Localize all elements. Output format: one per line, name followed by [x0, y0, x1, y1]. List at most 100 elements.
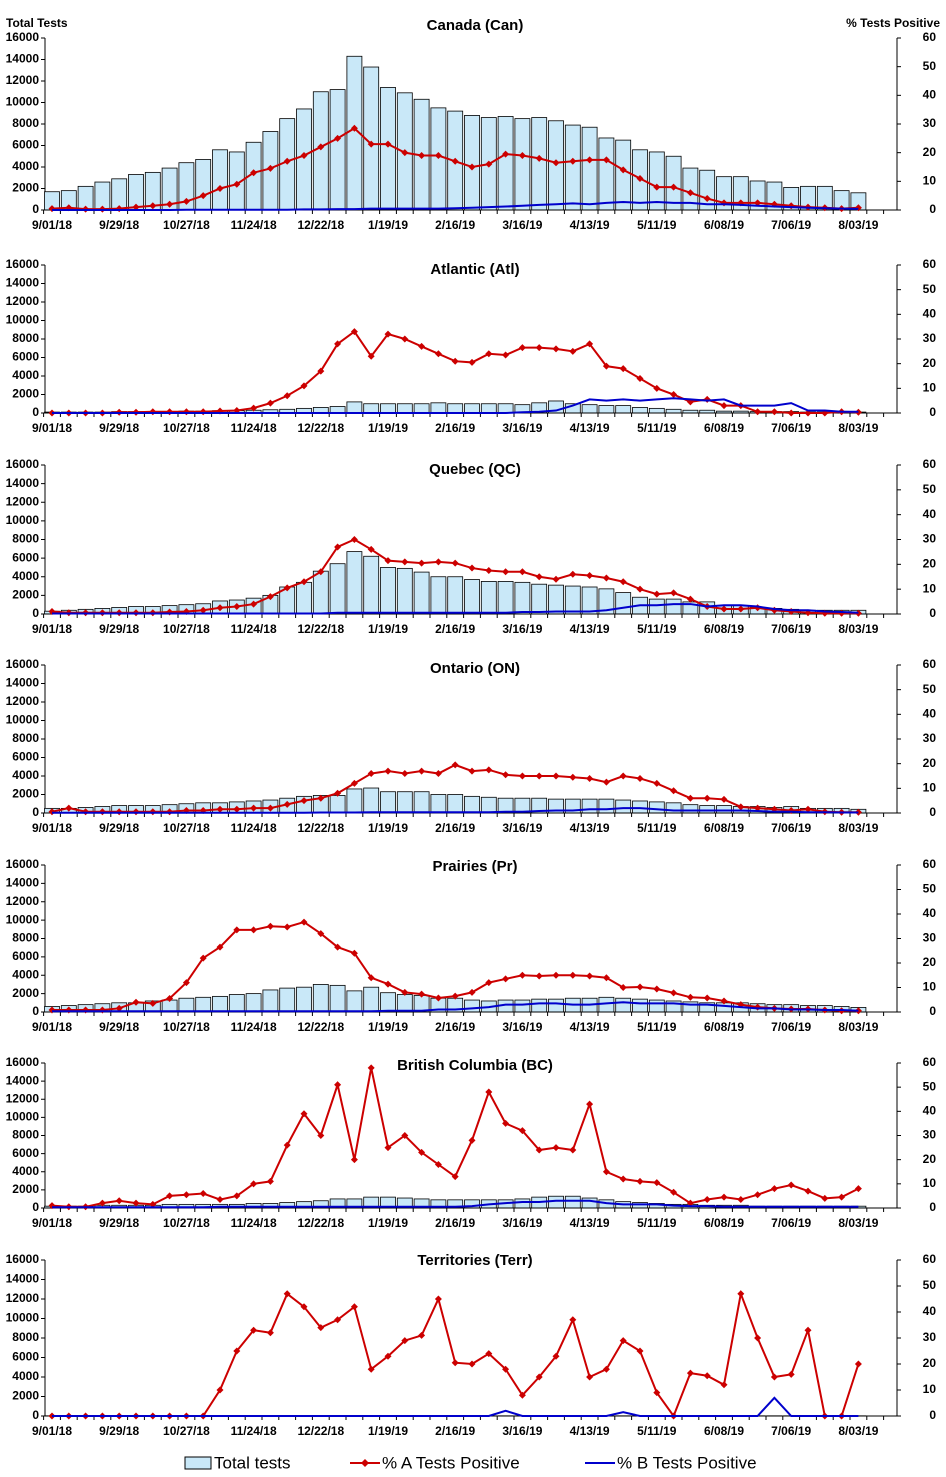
- point-marker: [115, 1004, 123, 1012]
- point-marker: [670, 989, 678, 997]
- y-tick-label: 0: [32, 1200, 39, 1214]
- series-line: [52, 330, 859, 414]
- point-marker: [233, 1192, 241, 1200]
- y-tick-label: 14000: [6, 876, 40, 890]
- x-tick-label: 4/13/19: [570, 821, 610, 835]
- bar: [329, 984, 346, 1013]
- point-marker: [518, 1127, 526, 1135]
- bar: [464, 403, 480, 414]
- point-marker: [854, 1185, 862, 1193]
- y-tick-label: 8000: [12, 1128, 39, 1142]
- point-marker: [300, 918, 308, 926]
- y-tick-label: 10000: [6, 313, 40, 327]
- point-marker: [518, 1391, 526, 1399]
- point-marker: [720, 1193, 728, 1201]
- y-tick-label: 10000: [6, 513, 40, 527]
- y2-tick-label: 40: [923, 707, 937, 721]
- x-tick-label: 11/24/18: [231, 1216, 277, 1230]
- y2-tick-label: 20: [923, 557, 937, 571]
- chart-title: British Columbia (BC): [397, 1057, 553, 1074]
- bar: [296, 986, 312, 1013]
- y-tick-label: 16000: [6, 1252, 40, 1266]
- x-tick-label: 1/19/19: [368, 1020, 408, 1034]
- bar: [413, 571, 430, 615]
- point-marker: [250, 926, 258, 934]
- point-marker: [670, 391, 678, 398]
- bar: [346, 990, 363, 1013]
- bar: [648, 999, 665, 1013]
- point-marker: [686, 1369, 694, 1377]
- bar: [329, 563, 346, 615]
- point-marker: [703, 1372, 711, 1380]
- y2-axis-label: % Tests Positive: [846, 16, 940, 30]
- x-tick-label: 2/16/19: [435, 218, 475, 232]
- point-marker: [485, 160, 493, 168]
- point-marker: [703, 794, 711, 802]
- x-tick-label: 5/11/19: [637, 218, 677, 232]
- point-marker: [250, 404, 258, 412]
- y2-tick-label: 0: [929, 1408, 936, 1422]
- point-marker: [216, 943, 224, 951]
- x-tick-label: 7/06/19: [771, 1424, 811, 1438]
- point-marker: [502, 1365, 510, 1373]
- x-tick-label: 9/29/18: [99, 1020, 139, 1034]
- point-marker: [401, 149, 409, 157]
- point-marker: [283, 923, 291, 931]
- bar: [329, 795, 346, 814]
- point-marker: [233, 180, 241, 188]
- x-tick-label: 8/03/19: [838, 821, 878, 835]
- point-marker: [670, 1188, 678, 1196]
- bar: [346, 551, 363, 615]
- point-marker: [317, 367, 325, 375]
- point-marker: [737, 605, 745, 613]
- y-tick-label: 2000: [12, 387, 39, 401]
- point-marker: [586, 1100, 594, 1108]
- point-marker: [502, 568, 510, 576]
- point-marker: [821, 1194, 829, 1202]
- point-marker: [384, 767, 392, 775]
- point-marker: [451, 761, 459, 769]
- y-tick-label: 12000: [6, 694, 40, 708]
- series-line: [52, 1290, 860, 1419]
- point-marker: [418, 152, 426, 160]
- y-tick-label: 16000: [6, 457, 40, 471]
- y2-tick-label: 30: [923, 731, 937, 745]
- y-tick-label: 10000: [6, 912, 40, 926]
- point-marker: [754, 199, 762, 207]
- bar: [296, 581, 312, 615]
- bar: [548, 584, 564, 615]
- y2-tick-label: 10: [923, 1382, 937, 1396]
- bar: [615, 997, 632, 1013]
- point-marker: [149, 408, 157, 416]
- point-marker: [216, 1386, 224, 1394]
- point-marker: [787, 409, 795, 417]
- x-tick-label: 3/16/19: [502, 821, 542, 835]
- x-tick-label: 5/11/19: [637, 821, 677, 835]
- point-marker: [754, 1191, 762, 1199]
- point-marker: [266, 1329, 274, 1337]
- point-marker: [434, 350, 442, 358]
- bar: [531, 583, 548, 615]
- x-tick-label: 9/01/18: [32, 218, 72, 232]
- y-tick-label: 12000: [6, 1091, 40, 1105]
- point-marker: [300, 797, 308, 805]
- point-marker: [451, 559, 459, 567]
- y2-tick-label: 50: [923, 482, 937, 496]
- y2-tick-label: 50: [923, 882, 937, 896]
- point-marker: [535, 154, 543, 162]
- y2-tick-label: 60: [923, 1055, 937, 1069]
- point-marker: [350, 1303, 358, 1311]
- x-tick-label: 1/19/19: [368, 421, 408, 435]
- point-marker: [317, 568, 325, 576]
- bar: [430, 576, 447, 615]
- point-marker: [266, 804, 274, 812]
- point-marker: [586, 156, 594, 164]
- x-tick-label: 1/19/19: [368, 1424, 408, 1438]
- point-marker: [401, 1132, 409, 1139]
- point-marker: [418, 1148, 426, 1156]
- bar: [296, 108, 312, 211]
- y2-tick-label: 60: [923, 30, 937, 44]
- x-tick-label: 8/03/19: [838, 1216, 878, 1230]
- x-tick-label: 2/16/19: [435, 622, 475, 636]
- legend-swatch: [184, 1456, 212, 1470]
